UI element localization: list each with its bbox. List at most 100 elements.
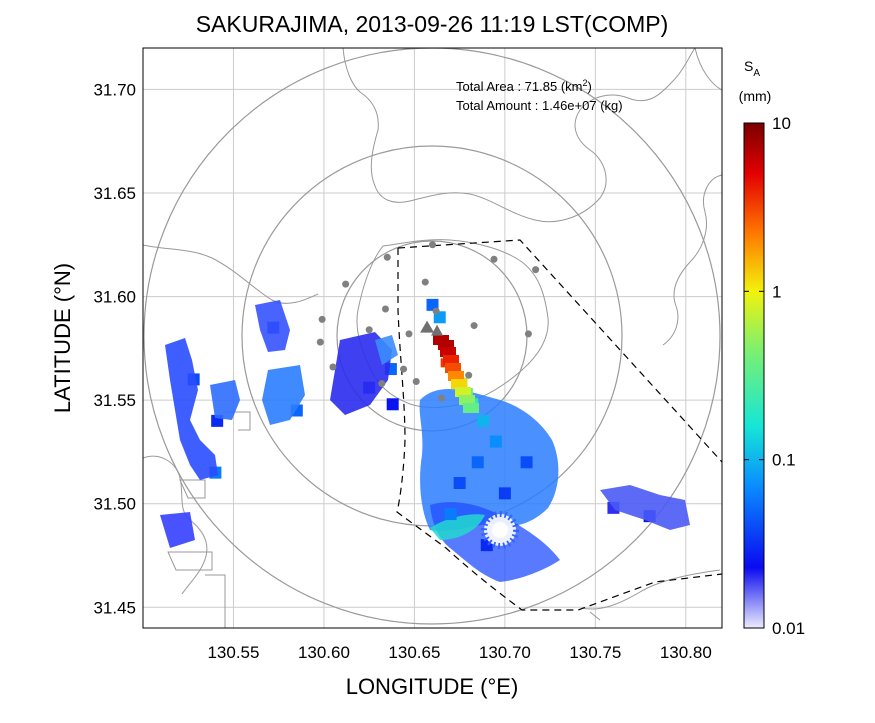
station-dot	[381, 305, 389, 313]
y-tick-label: 31.50	[93, 495, 136, 514]
deposit-cell	[477, 414, 490, 427]
plume-fan-cyan	[430, 514, 485, 540]
plot-background	[143, 48, 722, 628]
plot-frame	[142, 47, 723, 629]
station-dot	[490, 255, 498, 263]
station-dot	[421, 278, 429, 286]
station-dot	[316, 338, 324, 346]
colorbar-ticks: 10 1 0.1 0.01	[744, 114, 805, 638]
colorbar-tick-label: 10	[772, 114, 791, 133]
total-area-label: Total Area	[456, 79, 515, 94]
x-tick-labels: 130.55 130.60 130.65 130.70 130.75 130.80	[207, 643, 711, 662]
colorbar: SA (mm) 10 1 0.1 0.01	[739, 58, 805, 638]
station-dot	[438, 394, 446, 402]
colorbar-tick-label: 0.1	[772, 451, 796, 470]
station-dot	[470, 322, 478, 330]
radar-echo-patch	[160, 512, 195, 548]
plume-fan	[419, 389, 559, 532]
x-tick-label: 130.80	[660, 643, 712, 662]
total-area-unit-close: )	[588, 79, 592, 94]
x-tick-label: 130.75	[569, 643, 621, 662]
ash-deposit-field	[160, 298, 690, 582]
total-amount-line: Total Amount : 1.46e+07 (kg)	[456, 98, 623, 113]
station-dot	[378, 380, 386, 388]
colorbar-tick-label: 0.01	[772, 619, 805, 638]
y-axis-label: LATITUDE (°N)	[50, 263, 75, 413]
colorbar-subscript: A	[753, 68, 760, 79]
station-dot	[532, 266, 540, 274]
plume-core-cell	[463, 403, 479, 413]
map-layer	[143, 48, 722, 628]
plume-core-cell	[451, 379, 467, 389]
x-tick-label: 130.60	[298, 643, 350, 662]
total-amount-value: 1.46e+07	[542, 98, 597, 113]
x-axis-label: LONGITUDE (°E)	[346, 674, 519, 699]
boundary-dashed	[396, 239, 722, 611]
plume-core-cell	[440, 347, 456, 357]
station-dot	[405, 330, 413, 338]
station-dot	[383, 253, 391, 261]
x-tick-label: 130.65	[388, 643, 440, 662]
total-amount-unit: (kg)	[600, 98, 622, 113]
deposit-cell	[386, 398, 399, 411]
station-dot	[400, 365, 408, 373]
y-tick-label: 31.70	[93, 80, 136, 99]
station-dot	[429, 241, 436, 249]
station-dot	[412, 378, 420, 385]
station-dot	[342, 280, 350, 288]
station-markers	[316, 241, 540, 402]
radar-echo-patch	[600, 485, 690, 530]
x-tick-label: 130.70	[479, 643, 531, 662]
y-tick-label: 31.45	[93, 598, 136, 617]
colorbar-unit: (mm)	[739, 88, 772, 104]
y-tick-label: 31.65	[93, 184, 136, 203]
station-dot	[432, 307, 440, 315]
station-dot	[329, 363, 337, 371]
clutter-ring-center	[492, 522, 508, 538]
deposit-cell	[489, 435, 502, 448]
radar-echo-patch	[375, 335, 398, 365]
x-tick-label: 130.55	[207, 643, 259, 662]
station-dot	[524, 330, 532, 338]
plume-core-cell	[459, 395, 475, 405]
radar-echo-patch	[330, 332, 392, 415]
colorbar-title: SA	[744, 58, 760, 79]
radar-echo-patch	[210, 380, 240, 420]
plume-core-cell	[445, 363, 461, 373]
station-dot	[465, 371, 473, 379]
deposit-cell	[453, 477, 466, 489]
station-dot	[365, 326, 373, 334]
radar-echo-patch	[165, 338, 218, 480]
plume-core-cell	[448, 371, 464, 381]
total-amount-label: Total Amount	[456, 98, 532, 113]
total-area-unit-exp: 2	[583, 78, 588, 88]
y-tick-label: 31.60	[93, 288, 136, 307]
totals-annotation: Total Area : 71.85 (km2) Total Amount : …	[456, 78, 623, 113]
total-area-value: 71.85	[525, 79, 558, 94]
colorbar-symbol: S	[744, 58, 753, 74]
deposit-cell	[520, 456, 533, 469]
radar-echo-patch	[262, 365, 305, 425]
deposit-cell	[444, 508, 457, 521]
radar-echo-patch	[255, 300, 290, 352]
coastline	[143, 48, 722, 628]
radar-clutter-ring	[481, 511, 519, 549]
plume-core-cell	[455, 387, 471, 397]
plume-core-cell	[443, 355, 459, 365]
deposit-cell	[498, 487, 511, 500]
plot-area: 130.55 130.60 130.65 130.70 130.75 130.80 31.…	[93, 47, 723, 662]
colon-separator-2: :	[531, 98, 542, 113]
plume-core-cell	[438, 340, 454, 350]
chart-title: SAKURAJIMA, 2013-09-26 11:19 LST(COMP)	[196, 11, 669, 37]
volcano-triangle-icon	[431, 324, 444, 336]
total-area-line: Total Area : 71.85 (km2)	[456, 78, 592, 94]
deposit-cell	[471, 456, 484, 469]
station-dot	[318, 315, 326, 323]
colon-separator: :	[514, 79, 525, 94]
volcano-triangle-icon	[420, 320, 435, 333]
colorbar-tick-label: 1	[772, 282, 781, 301]
total-area-unit-base: (km	[561, 79, 583, 94]
colorbar-gradient	[743, 122, 765, 629]
range-circle-outer	[143, 48, 721, 625]
